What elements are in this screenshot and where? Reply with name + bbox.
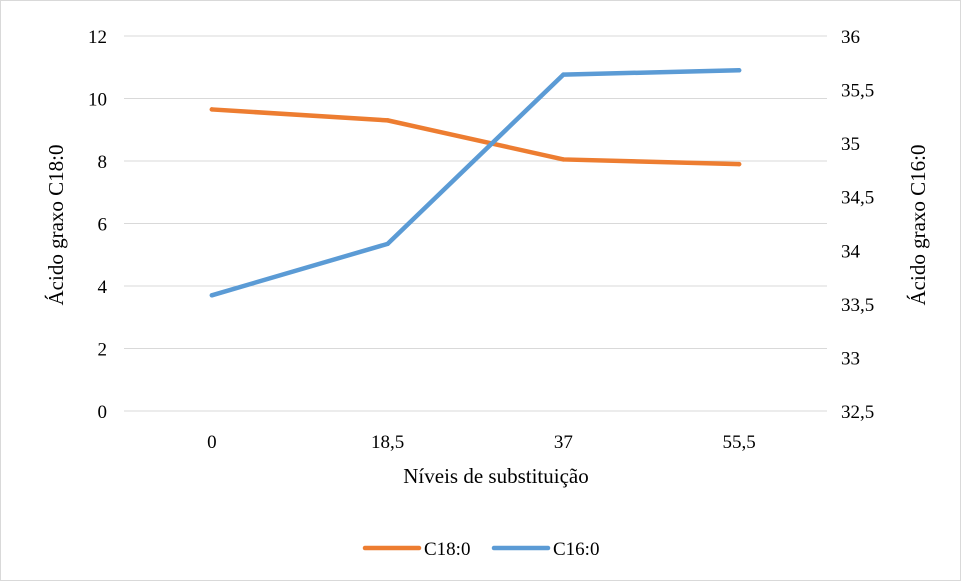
- right-tick-label: 35,5: [841, 81, 874, 102]
- series-line-c16-0: [209, 68, 742, 298]
- left-tick-label: 2: [98, 340, 108, 361]
- right-tick-label: 34,5: [841, 188, 874, 209]
- data-point: [736, 161, 742, 167]
- left-tick-label: 10: [88, 90, 107, 111]
- data-point: [561, 157, 566, 162]
- right-tick-label: 33: [841, 348, 860, 369]
- data-point: [385, 118, 390, 123]
- series-lines: [209, 68, 742, 298]
- left-tick-label: 8: [98, 152, 108, 173]
- right-tick-label: 35: [841, 134, 860, 155]
- x-axis-ticks: 0 18,5 37 55,5: [207, 432, 756, 453]
- left-tick-label: 6: [98, 215, 108, 236]
- series-line-c18-0: [209, 107, 742, 167]
- right-tick-label: 33,5: [841, 295, 874, 316]
- x-axis-title: Níveis de substituição: [403, 464, 588, 488]
- x-tick-label: 0: [207, 432, 217, 453]
- left-axis-title: Ácido graxo C18:0: [44, 145, 68, 306]
- data-point: [209, 293, 215, 298]
- left-tick-label: 0: [98, 402, 108, 423]
- right-tick-label: 34: [841, 241, 861, 262]
- legend: C18:0 C16:0: [362, 539, 599, 560]
- data-point: [736, 68, 742, 73]
- x-tick-label: 55,5: [723, 432, 756, 453]
- data-point: [209, 107, 215, 112]
- data-point: [385, 241, 390, 247]
- x-tick-label: 18,5: [371, 432, 404, 453]
- right-tick-label: 36: [841, 27, 860, 48]
- left-tick-label: 4: [98, 277, 108, 298]
- right-axis-ticks: 32,5 33 33,5 34 34,5 35 35,5 36: [841, 27, 874, 423]
- legend-label: C16:0: [553, 539, 599, 560]
- gridlines: [124, 35, 827, 412]
- left-tick-label: 12: [88, 27, 107, 48]
- left-axis-ticks: 0 2 4 6 8 10 12: [88, 27, 108, 423]
- x-tick-label: 37: [554, 432, 573, 453]
- data-point: [561, 72, 566, 77]
- right-axis-title: Ácido graxo C16:0: [906, 145, 930, 306]
- right-tick-label: 32,5: [841, 402, 874, 423]
- legend-label: C18:0: [424, 539, 470, 560]
